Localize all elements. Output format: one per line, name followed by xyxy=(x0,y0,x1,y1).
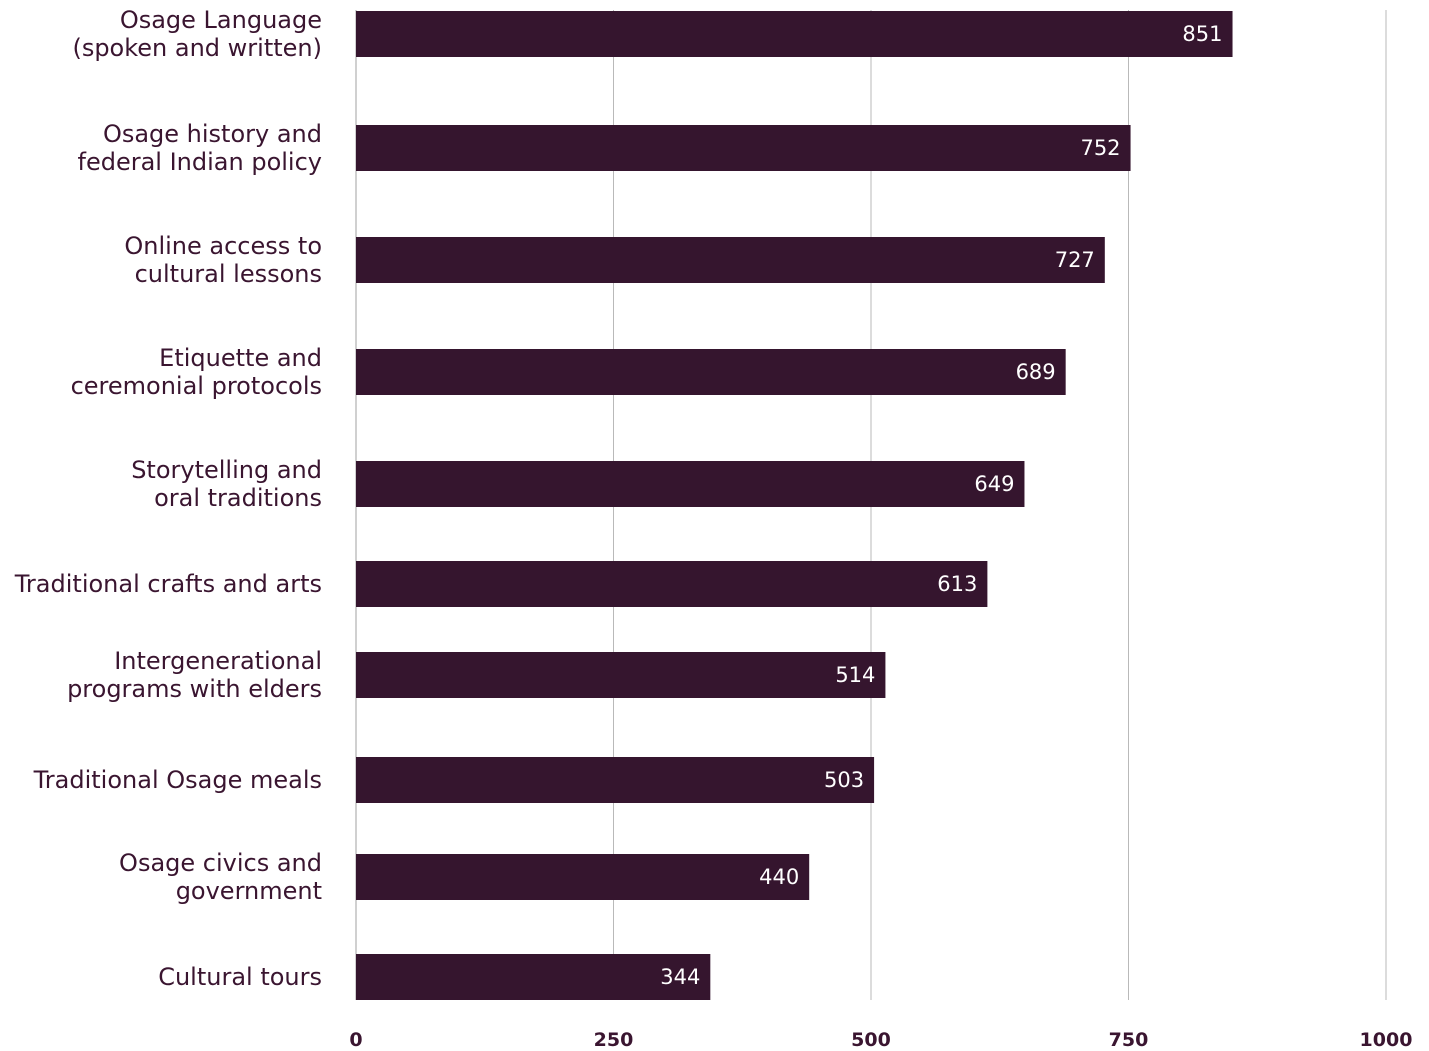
x-tick-label-250: 250 xyxy=(594,1029,634,1051)
bar-6 xyxy=(356,652,886,698)
bar-8 xyxy=(356,854,810,900)
value-label-8: 440 xyxy=(759,865,799,889)
bar-4 xyxy=(356,461,1025,507)
category-label-9-line-0: Cultural tours xyxy=(158,963,322,991)
x-tick-label-1000: 1000 xyxy=(1360,1029,1413,1051)
category-label-1-line-1: federal Indian policy xyxy=(78,148,322,176)
category-label-8-line-1: government xyxy=(176,877,322,905)
bar-0 xyxy=(356,11,1233,57)
bar-7 xyxy=(356,757,875,803)
value-label-1: 752 xyxy=(1080,136,1120,160)
value-label-4: 649 xyxy=(974,472,1014,496)
value-label-0: 851 xyxy=(1182,22,1222,46)
x-tick-label-500: 500 xyxy=(851,1029,891,1051)
category-label-3-line-1: ceremonial protocols xyxy=(71,372,322,400)
category-label-4-line-1: oral traditions xyxy=(154,484,322,512)
bar-1 xyxy=(356,125,1131,171)
value-label-6: 514 xyxy=(835,663,875,687)
category-label-6-line-0: Intergenerational xyxy=(114,647,322,675)
bar-5 xyxy=(356,561,988,607)
category-label-2-line-0: Online access to xyxy=(124,232,322,260)
bar-9 xyxy=(356,954,711,1000)
x-tick-label-0: 0 xyxy=(349,1029,362,1051)
category-label-7-line-0: Traditional Osage meals xyxy=(33,766,322,794)
bar-2 xyxy=(356,237,1105,283)
bar-3 xyxy=(356,349,1066,395)
category-label-5-line-0: Traditional crafts and arts xyxy=(14,570,322,598)
category-label-4-line-0: Storytelling and xyxy=(131,456,322,484)
value-label-2: 727 xyxy=(1055,248,1095,272)
value-label-9: 344 xyxy=(660,965,700,989)
x-tick-label-750: 750 xyxy=(1109,1029,1149,1051)
category-label-0-line-0: Osage Language xyxy=(120,6,322,34)
value-label-5: 613 xyxy=(937,572,977,596)
category-label-6-line-1: programs with elders xyxy=(67,675,322,703)
category-label-8-line-0: Osage civics and xyxy=(119,849,322,877)
category-label-0-line-1: (spoken and written) xyxy=(72,34,322,62)
category-label-3-line-0: Etiquette and xyxy=(159,344,322,372)
value-label-7: 503 xyxy=(824,768,864,792)
category-label-1-line-0: Osage history and xyxy=(103,120,322,148)
category-label-2-line-1: cultural lessons xyxy=(135,260,322,288)
value-label-3: 689 xyxy=(1016,360,1056,384)
